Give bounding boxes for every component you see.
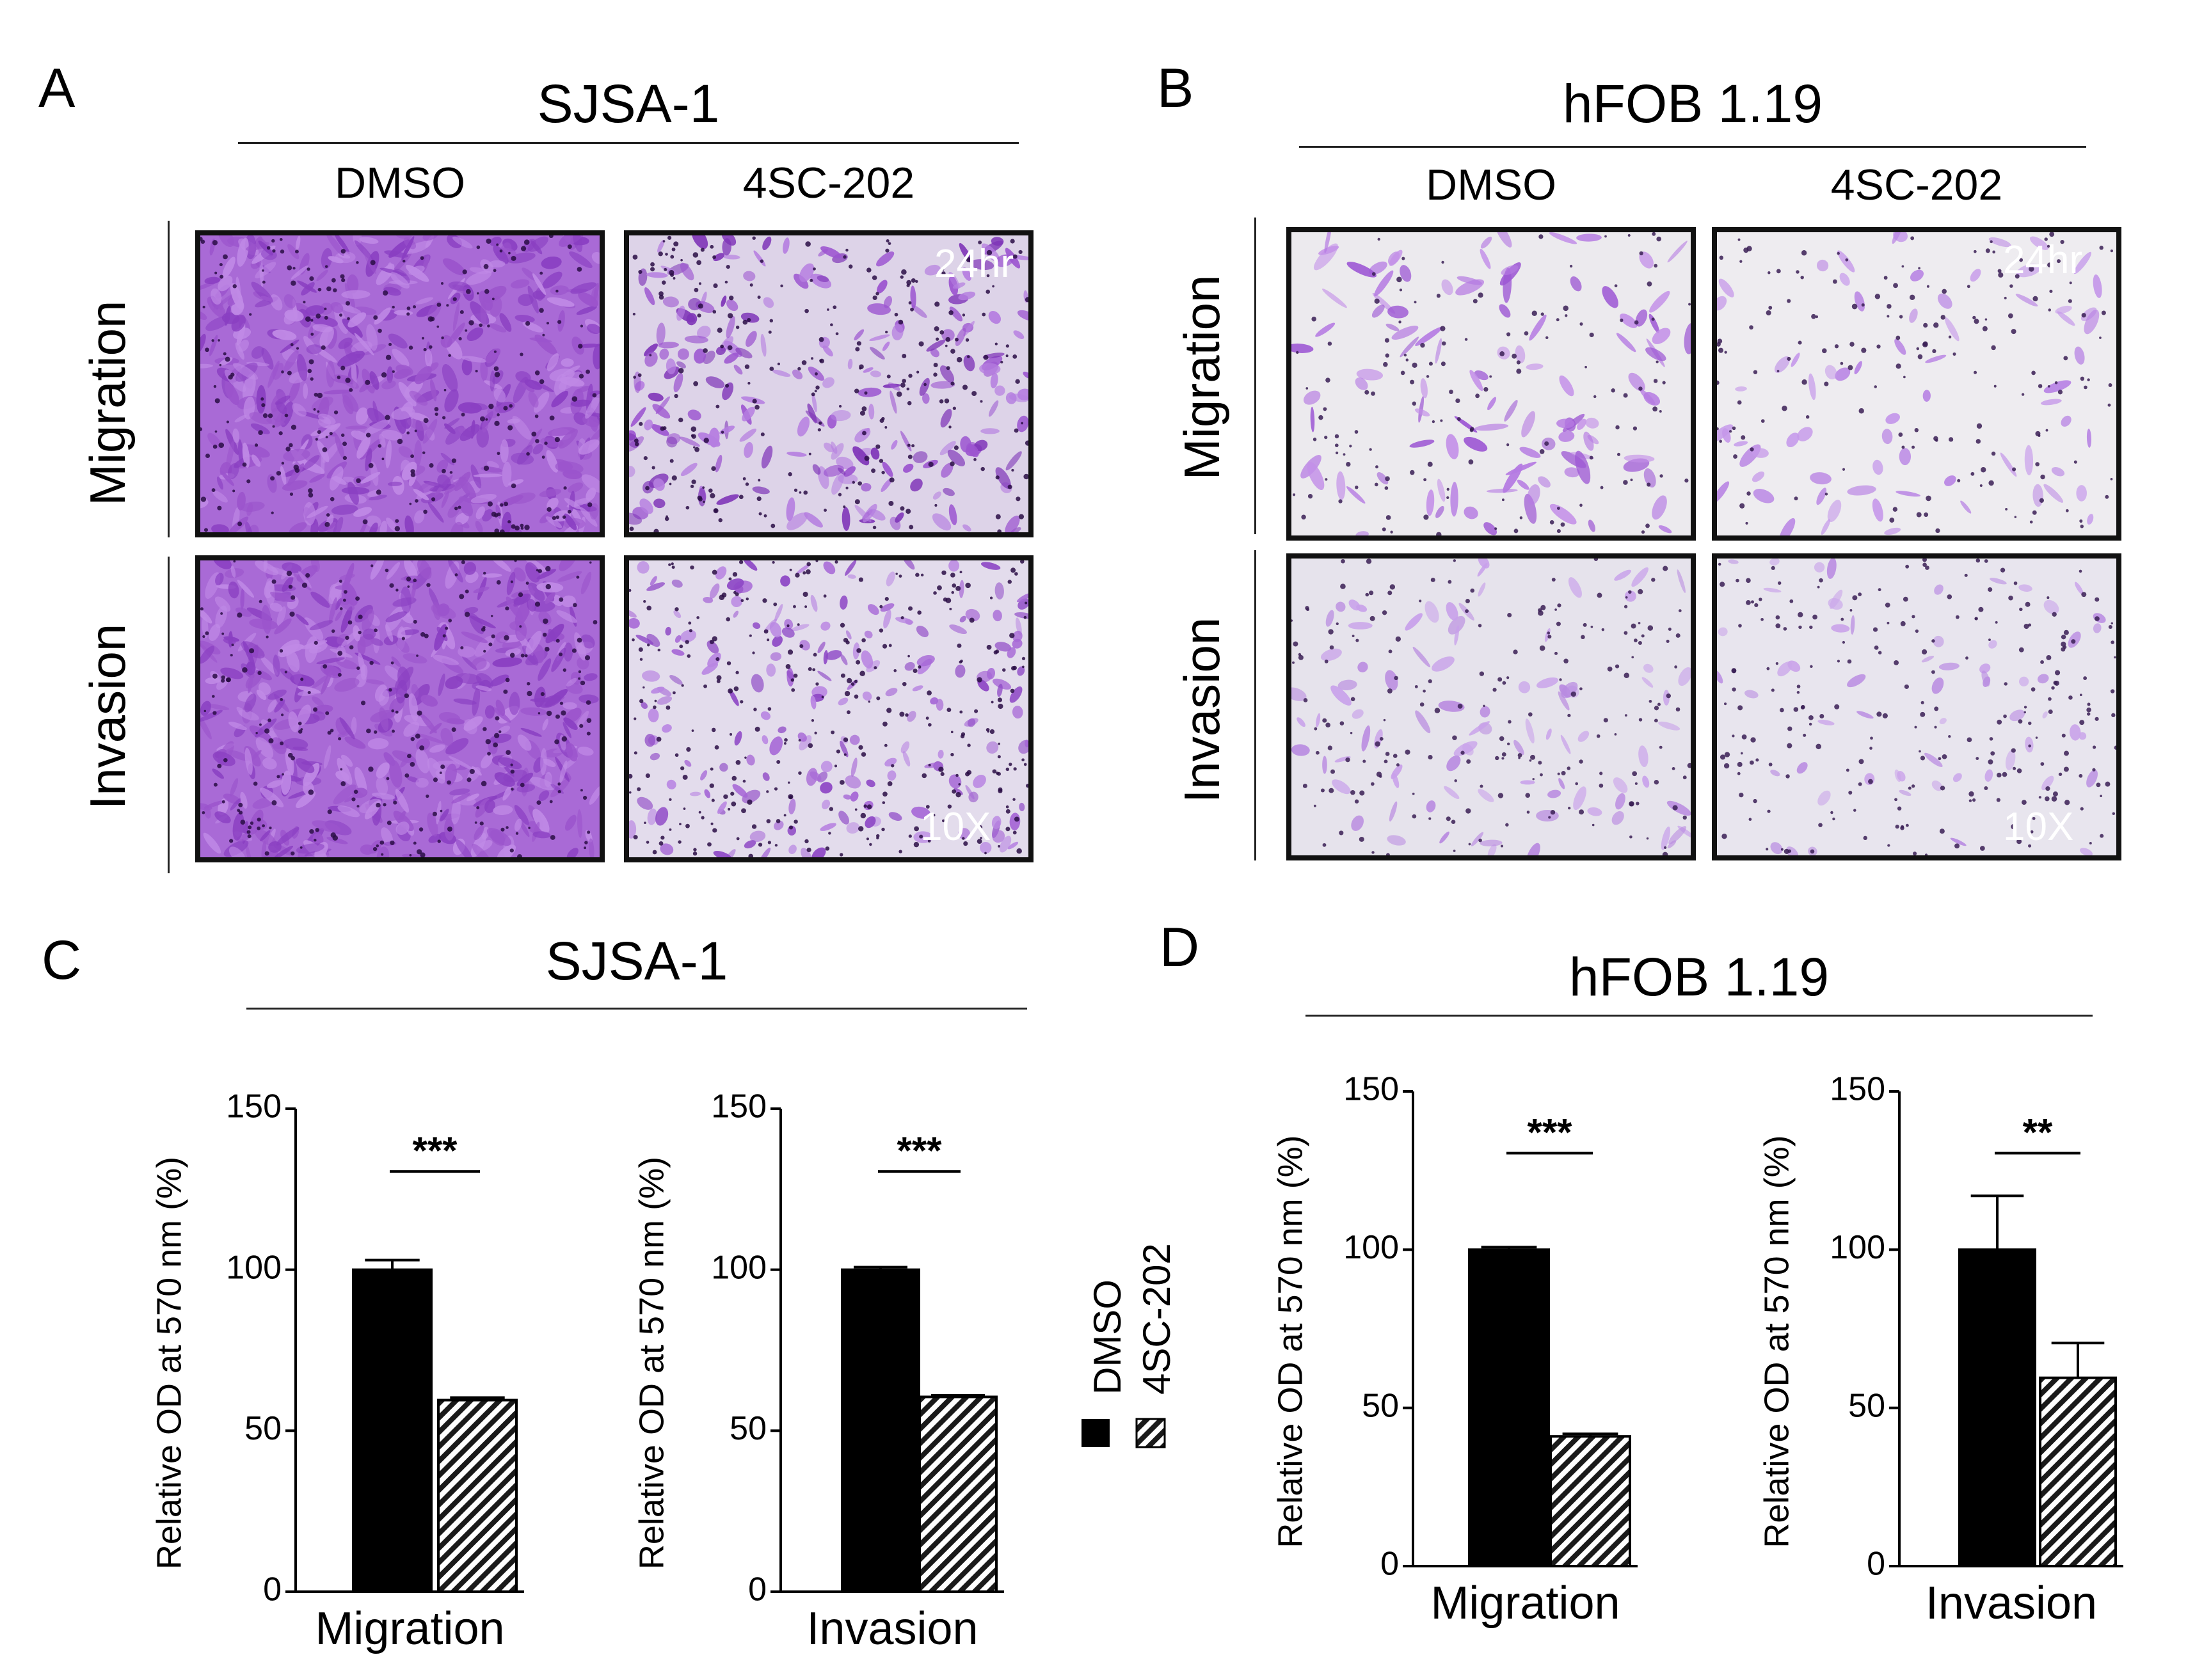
panel-d-title-rule — [1305, 1015, 2093, 1017]
panel-letter-a: A — [38, 58, 76, 119]
micrograph-a-dmso-invasion — [195, 555, 605, 862]
panel-a-title: SJSA-1 — [537, 74, 720, 134]
panel-b-title: hFOB 1.19 — [1562, 74, 1823, 134]
significance-stars: *** — [1527, 1111, 1572, 1153]
y-tick-label: 50 — [244, 1410, 282, 1447]
y-tick-label: 150 — [226, 1088, 282, 1125]
panel-a-col-4sc202: 4SC-202 — [742, 159, 915, 207]
panel-letter-c: C — [42, 930, 82, 991]
panel-c-title: SJSA-1 — [545, 931, 728, 991]
y-tick-label: 0 — [1867, 1546, 1885, 1583]
panel-a-mag-label: 10X — [920, 805, 991, 849]
micrograph-a-4sc202-migration — [624, 230, 1034, 537]
y-tick-label: 50 — [1362, 1387, 1399, 1424]
significance-stars: *** — [897, 1129, 942, 1172]
panel-a-row-rule-invasion — [168, 557, 170, 873]
legend-swatch-4sc202 — [1135, 1418, 1166, 1448]
y-axis-label: Relative OD at 570 nm (%) — [1757, 1135, 1796, 1548]
bar-4sc202 — [437, 1399, 518, 1593]
panel-a-row-rule-migration — [168, 221, 170, 537]
panel-b-row-rule-invasion — [1254, 550, 1256, 860]
panel-b-row-rule-migration — [1254, 218, 1256, 534]
panel-letter-b: B — [1157, 58, 1194, 119]
bar-dmso — [352, 1268, 433, 1593]
y-tick-label: 100 — [226, 1249, 282, 1286]
x-axis-label: Invasion — [806, 1603, 978, 1654]
y-tick-label: 50 — [1848, 1387, 1885, 1424]
y-tick-label: 0 — [263, 1571, 282, 1608]
y-tick-label: 100 — [1343, 1229, 1399, 1266]
micrograph-b-4sc202-invasion — [1712, 553, 2121, 860]
y-tick-label: 150 — [711, 1088, 767, 1125]
x-axis-label: Migration — [315, 1603, 504, 1654]
panel-b-col-dmso: DMSO — [1426, 161, 1556, 209]
y-tick-label: 0 — [1380, 1546, 1399, 1583]
bar-dmso — [1468, 1248, 1550, 1568]
panel-c-title-rule — [246, 1008, 1027, 1010]
panel-b-mag-label: 10X — [2003, 805, 2074, 849]
y-tick-label: 100 — [1830, 1229, 1885, 1266]
y-axis-label: Relative OD at 570 nm (%) — [632, 1157, 671, 1569]
x-axis-label: Invasion — [1926, 1578, 2097, 1629]
y-axis-label: Relative OD at 570 nm (%) — [1271, 1135, 1309, 1548]
micrograph-b-4sc202-migration — [1712, 227, 2121, 541]
panel-b-title-rule — [1299, 146, 2086, 148]
panel-a-title-rule — [238, 142, 1019, 144]
bar-dmso — [1958, 1248, 2036, 1568]
significance-stars: *** — [412, 1129, 458, 1172]
panel-a-col-dmso: DMSO — [335, 159, 465, 207]
panel-a-time-label: 24hr — [934, 242, 1014, 286]
micrograph-b-dmso-invasion — [1286, 553, 1696, 860]
legend-label-4sc202: 4SC-202 — [1135, 1243, 1178, 1395]
micrograph-a-4sc202-invasion — [624, 555, 1034, 862]
panel-letter-d: D — [1160, 917, 1200, 978]
panel-d-title: hFOB 1.19 — [1568, 947, 1830, 1007]
y-tick-label: 150 — [1343, 1071, 1399, 1108]
y-tick-label: 50 — [730, 1410, 767, 1447]
y-tick-label: 100 — [711, 1249, 767, 1286]
y-tick-label: 150 — [1830, 1071, 1885, 1108]
bar-4sc202 — [2039, 1376, 2117, 1567]
y-axis-label: Relative OD at 570 nm (%) — [150, 1157, 188, 1569]
bar-dmso — [841, 1268, 920, 1593]
bar-4sc202 — [918, 1395, 998, 1594]
legend-label-dmso: DMSO — [1086, 1280, 1129, 1395]
y-tick-label: 0 — [748, 1571, 767, 1608]
significance-stars: ** — [2023, 1111, 2053, 1153]
panel-b-col-4sc202: 4SC-202 — [1830, 161, 2003, 209]
micrograph-b-dmso-migration — [1286, 227, 1696, 541]
bar-4sc202 — [1549, 1435, 1631, 1568]
x-axis-label: Migration — [1430, 1578, 1620, 1629]
micrograph-a-dmso-migration — [195, 230, 605, 537]
panel-b-time-label: 24hr — [2003, 238, 2083, 282]
legend: DMSO 4SC-202 — [1082, 1243, 1178, 1448]
legend-swatch-dmso — [1082, 1419, 1110, 1447]
